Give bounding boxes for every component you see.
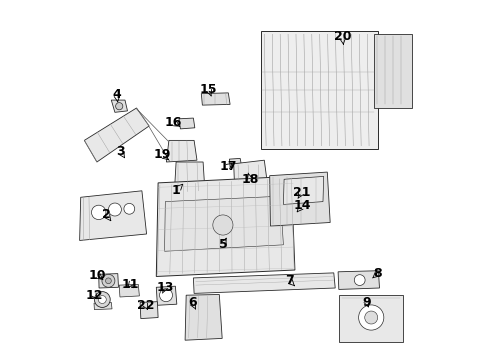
Ellipse shape	[105, 278, 111, 284]
Polygon shape	[166, 140, 197, 162]
Polygon shape	[84, 108, 149, 162]
Polygon shape	[164, 196, 283, 251]
Ellipse shape	[108, 203, 121, 216]
Ellipse shape	[354, 275, 365, 285]
Ellipse shape	[91, 205, 106, 220]
Polygon shape	[233, 160, 266, 183]
Polygon shape	[338, 295, 402, 342]
Text: 10: 10	[89, 269, 106, 282]
Polygon shape	[201, 93, 230, 105]
Ellipse shape	[98, 296, 106, 303]
Ellipse shape	[364, 311, 377, 324]
Polygon shape	[80, 191, 146, 240]
Polygon shape	[94, 302, 112, 310]
Polygon shape	[119, 284, 139, 297]
Text: 1: 1	[171, 184, 180, 197]
Text: 3: 3	[116, 145, 124, 158]
Text: 4: 4	[112, 88, 121, 101]
Polygon shape	[337, 271, 379, 289]
Text: 15: 15	[199, 83, 217, 96]
Text: 13: 13	[156, 281, 174, 294]
Ellipse shape	[123, 203, 134, 214]
Polygon shape	[229, 158, 241, 167]
Polygon shape	[260, 31, 377, 149]
Polygon shape	[193, 273, 335, 293]
Ellipse shape	[159, 289, 172, 302]
Polygon shape	[269, 172, 329, 226]
Text: 7: 7	[285, 274, 293, 287]
Polygon shape	[99, 274, 118, 288]
Text: 21: 21	[292, 186, 309, 199]
Text: 16: 16	[164, 116, 182, 129]
Ellipse shape	[115, 103, 122, 110]
Polygon shape	[373, 34, 411, 108]
Polygon shape	[111, 100, 127, 112]
Text: 9: 9	[362, 296, 370, 309]
Ellipse shape	[102, 274, 115, 287]
Text: 20: 20	[333, 30, 350, 43]
Polygon shape	[156, 286, 177, 305]
Text: 22: 22	[137, 299, 154, 312]
Text: 17: 17	[219, 160, 237, 173]
Polygon shape	[140, 302, 158, 319]
Polygon shape	[156, 176, 294, 276]
Text: 2: 2	[102, 208, 110, 221]
Text: 12: 12	[85, 289, 103, 302]
Ellipse shape	[212, 215, 232, 235]
Ellipse shape	[94, 292, 110, 307]
Text: 11: 11	[122, 278, 139, 291]
Text: 6: 6	[187, 296, 196, 309]
Ellipse shape	[358, 305, 383, 330]
Polygon shape	[179, 118, 194, 129]
Polygon shape	[174, 162, 204, 194]
Text: 8: 8	[373, 267, 381, 280]
Text: 18: 18	[241, 173, 258, 186]
Text: 19: 19	[153, 148, 171, 161]
Polygon shape	[283, 176, 323, 204]
Polygon shape	[185, 294, 222, 340]
Text: 5: 5	[218, 238, 227, 251]
Text: 14: 14	[293, 199, 310, 212]
